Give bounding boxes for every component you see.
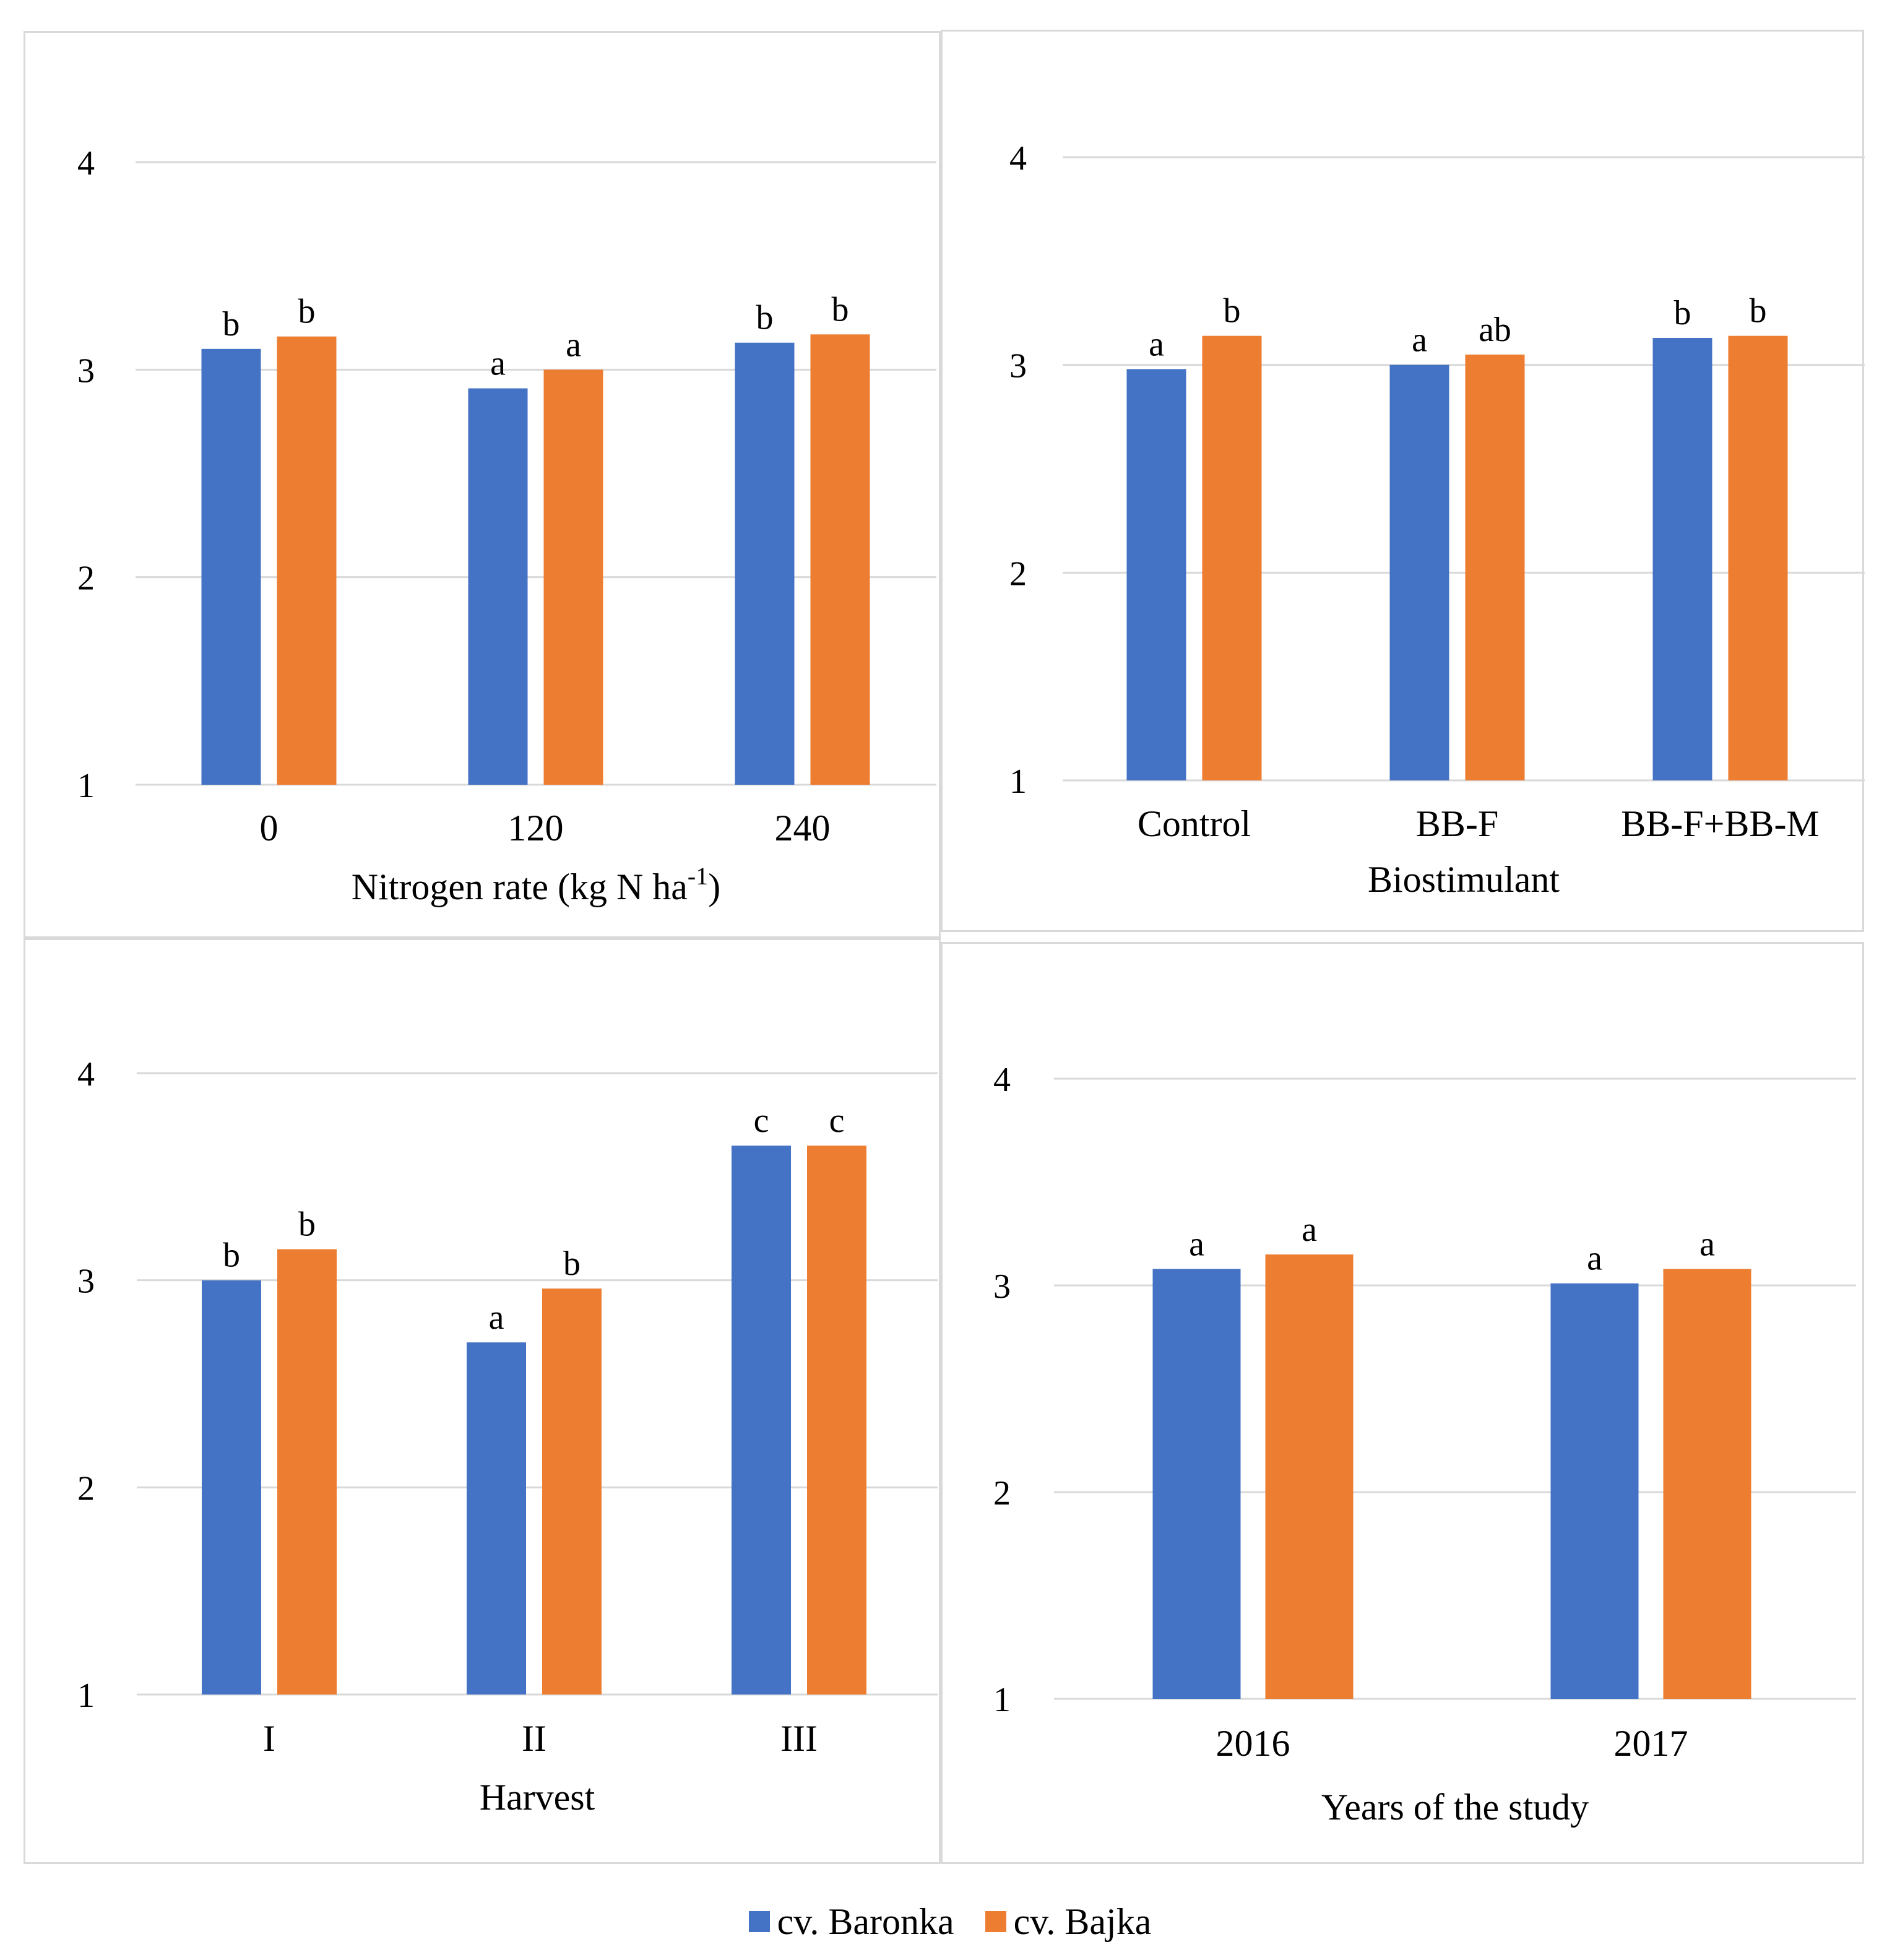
y-tick-label: 1 bbox=[993, 1681, 1011, 1719]
bar-baronka bbox=[1389, 365, 1449, 780]
significance-label: ab bbox=[1479, 311, 1511, 349]
bar-baronka bbox=[201, 348, 261, 785]
bar-baronka bbox=[1652, 338, 1712, 780]
chart-years: 1 2 3 4 a a 2016 a a 2017 Years of the study bbox=[993, 1061, 1856, 1828]
y-tick-label: 2 bbox=[1009, 555, 1027, 593]
legend-label-baronka: cv. Baronka bbox=[777, 1901, 954, 1942]
chart-harvest: 1 2 3 4 b b Ia b II c c III Harvest bbox=[77, 1055, 938, 1818]
bar-bajka bbox=[810, 334, 870, 785]
x-category-label: 0 bbox=[260, 808, 279, 848]
significance-label: b bbox=[223, 1237, 240, 1275]
y-tick-label: 4 bbox=[1009, 139, 1027, 178]
bar-bajka bbox=[543, 369, 603, 785]
bar-bajka bbox=[1663, 1269, 1751, 1699]
x-category-label: 2017 bbox=[1614, 1723, 1688, 1764]
bar-baronka bbox=[732, 1146, 791, 1694]
bar-baronka bbox=[1550, 1283, 1639, 1699]
x-axis-title: Nitrogen rate (kg N ha-1) bbox=[352, 862, 720, 907]
y-tick-label: 2 bbox=[993, 1474, 1011, 1513]
significance-label: b bbox=[298, 293, 316, 331]
bar-baronka bbox=[202, 1280, 261, 1694]
y-tick-label: 2 bbox=[77, 1469, 95, 1508]
significance-label: b bbox=[1750, 292, 1767, 330]
x-category-label: II bbox=[522, 1718, 546, 1759]
significance-label: c bbox=[754, 1102, 769, 1140]
x-category-label: 240 bbox=[775, 808, 831, 848]
significance-label: a bbox=[489, 1298, 504, 1337]
x-category-label: I bbox=[263, 1718, 275, 1759]
bar-bajka bbox=[1265, 1254, 1354, 1699]
significance-label: b bbox=[1224, 292, 1241, 330]
legend-label-bajka: cv. Bajka bbox=[1013, 1901, 1152, 1942]
significance-label: b bbox=[832, 290, 849, 329]
bar-bajka bbox=[807, 1146, 866, 1694]
bar-baronka bbox=[1152, 1269, 1241, 1699]
y-tick-label: 3 bbox=[77, 352, 95, 390]
significance-label: a bbox=[1587, 1240, 1602, 1278]
chart-panel-biostimulant: 1 2 3 4 a b Control a ab BB-F b b BB-F+BB-M Biostimul… bbox=[941, 30, 1865, 932]
x-category-label: III bbox=[780, 1718, 818, 1759]
y-tick-label: 4 bbox=[77, 144, 95, 183]
y-tick-label: 3 bbox=[993, 1267, 1011, 1306]
significance-label: b bbox=[563, 1245, 581, 1283]
bar-bajka bbox=[1202, 335, 1262, 780]
legend-item-bajka: cv. Bajka bbox=[985, 1901, 1152, 1943]
bar-bajka bbox=[277, 336, 337, 785]
chart-panel-years: 1 2 3 4 a a 2016 a a 2017 Years of the study bbox=[941, 942, 1864, 1864]
x-category-label: BB-F bbox=[1416, 803, 1498, 844]
bar-baronka bbox=[467, 1342, 526, 1694]
bar-baronka bbox=[468, 388, 528, 785]
x-axis-title: Years of the study bbox=[1321, 1787, 1589, 1828]
significance-label: a bbox=[1302, 1211, 1317, 1249]
significance-label: a bbox=[1149, 325, 1164, 363]
x-category-label: 120 bbox=[508, 808, 564, 848]
y-tick-label: 1 bbox=[1009, 762, 1027, 801]
y-tick-label: 1 bbox=[77, 767, 95, 805]
legend-swatch-bajka bbox=[985, 1911, 1006, 1932]
significance-label: b bbox=[298, 1205, 316, 1243]
significance-label: b bbox=[756, 299, 774, 337]
x-axis-title: Harvest bbox=[480, 1777, 595, 1818]
bar-baronka bbox=[1126, 369, 1186, 780]
bar-bajka bbox=[542, 1289, 602, 1694]
significance-label: a bbox=[1412, 321, 1427, 360]
significance-label: b bbox=[223, 305, 240, 343]
significance-label: a bbox=[566, 326, 581, 364]
y-tick-label: 1 bbox=[77, 1677, 95, 1715]
y-tick-label: 4 bbox=[993, 1061, 1011, 1099]
legend: cv. Baronka cv. Bajka bbox=[0, 1897, 1900, 1946]
x-axis-title: Biostimulant bbox=[1368, 859, 1560, 900]
legend-swatch-baronka bbox=[748, 1911, 770, 1932]
chart-panel-nitrogen: 1 2 3 4 b b 0 a a 120 b b 240 Nitrogen rate (kg N ha-… bbox=[24, 31, 941, 938]
significance-label: c bbox=[829, 1102, 845, 1140]
significance-label: a bbox=[1189, 1225, 1204, 1263]
y-tick-label: 3 bbox=[1009, 347, 1027, 386]
bar-baronka bbox=[735, 342, 795, 785]
significance-label: a bbox=[490, 345, 506, 383]
significance-label: b bbox=[1674, 294, 1691, 332]
bar-bajka bbox=[1728, 335, 1788, 780]
chart-nitrogen: 1 2 3 4 b b 0 a a 120 b b 240 Nitrogen rate (kg N ha-… bbox=[77, 144, 936, 907]
y-tick-label: 3 bbox=[77, 1263, 95, 1301]
x-category-label: Control bbox=[1138, 803, 1251, 844]
significance-label: a bbox=[1699, 1225, 1715, 1263]
y-tick-label: 4 bbox=[77, 1055, 95, 1094]
legend-item-baronka: cv. Baronka bbox=[748, 1901, 954, 1943]
x-category-label: 2016 bbox=[1216, 1723, 1290, 1764]
x-category-label: BB-F+BB-M bbox=[1621, 803, 1820, 844]
bar-bajka bbox=[277, 1249, 337, 1694]
bar-bajka bbox=[1465, 354, 1525, 780]
y-tick-label: 2 bbox=[77, 559, 95, 598]
